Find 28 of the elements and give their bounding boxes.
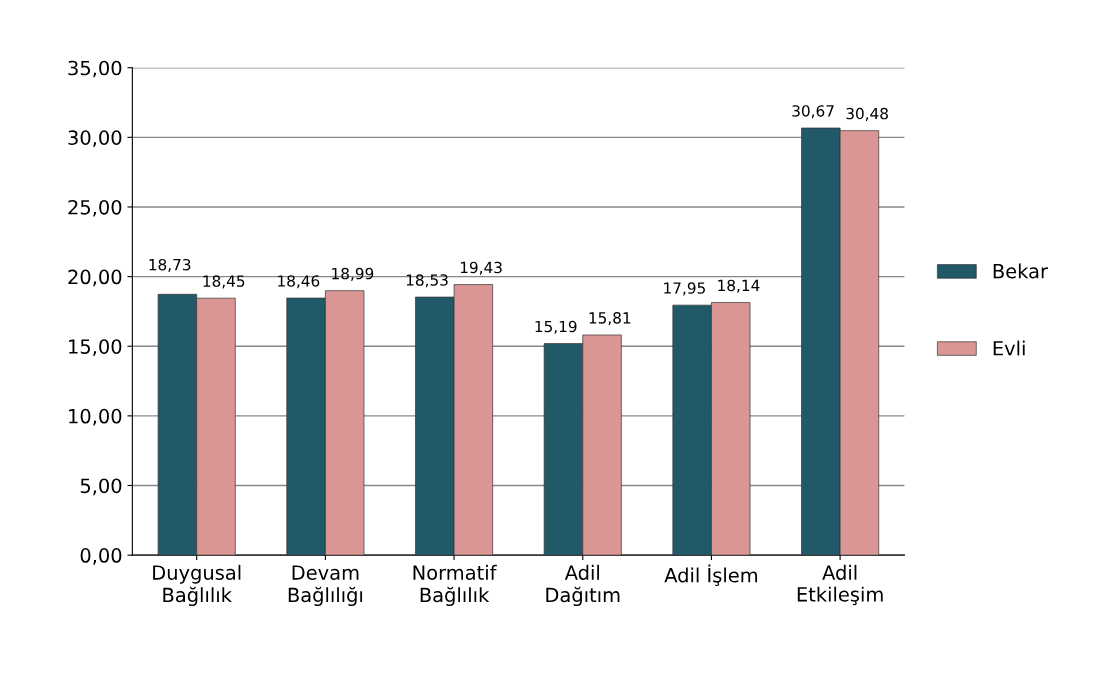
legend-label: Evli bbox=[993, 340, 1025, 356]
data-label: 18,73 bbox=[149, 258, 191, 272]
data-label: 30,48 bbox=[846, 107, 888, 121]
data-label: 15,81 bbox=[589, 312, 631, 326]
y-tick-label: 25,00 bbox=[68, 199, 122, 217]
x-tick-label: Normatif Bağlılık bbox=[413, 564, 497, 607]
data-label: 18,99 bbox=[332, 267, 374, 281]
x-tick-label: Duygusal Bağlılık bbox=[153, 564, 241, 607]
data-label: 18,45 bbox=[203, 275, 245, 289]
y-tick-label: 35,00 bbox=[68, 60, 122, 78]
legend-label: Bekar bbox=[993, 263, 1048, 279]
y-tick-label: 20,00 bbox=[68, 269, 122, 287]
y-tick-label: 10,00 bbox=[69, 408, 122, 426]
data-label: 17,95 bbox=[664, 282, 705, 296]
data-label: 18,46 bbox=[278, 275, 320, 289]
x-tick-label: Adil Dağıtım bbox=[546, 564, 620, 607]
data-label: 30,67 bbox=[792, 105, 834, 119]
y-tick-label: 30,00 bbox=[68, 130, 122, 147]
data-label: 19,43 bbox=[460, 261, 502, 275]
x-tick-label: Devam Bağlılığı bbox=[288, 565, 363, 607]
x-tick-label: Adil İşlem bbox=[664, 564, 758, 587]
data-label: 18,53 bbox=[406, 274, 448, 288]
y-tick-label: 15,00 bbox=[69, 339, 122, 356]
data-label: 18,14 bbox=[718, 279, 760, 293]
y-tick-label: 5,00 bbox=[80, 478, 122, 496]
y-tick-label: 0,00 bbox=[80, 548, 122, 565]
data-label: 15,19 bbox=[535, 320, 577, 334]
x-tick-label: Adil Etkileşim bbox=[797, 564, 883, 606]
